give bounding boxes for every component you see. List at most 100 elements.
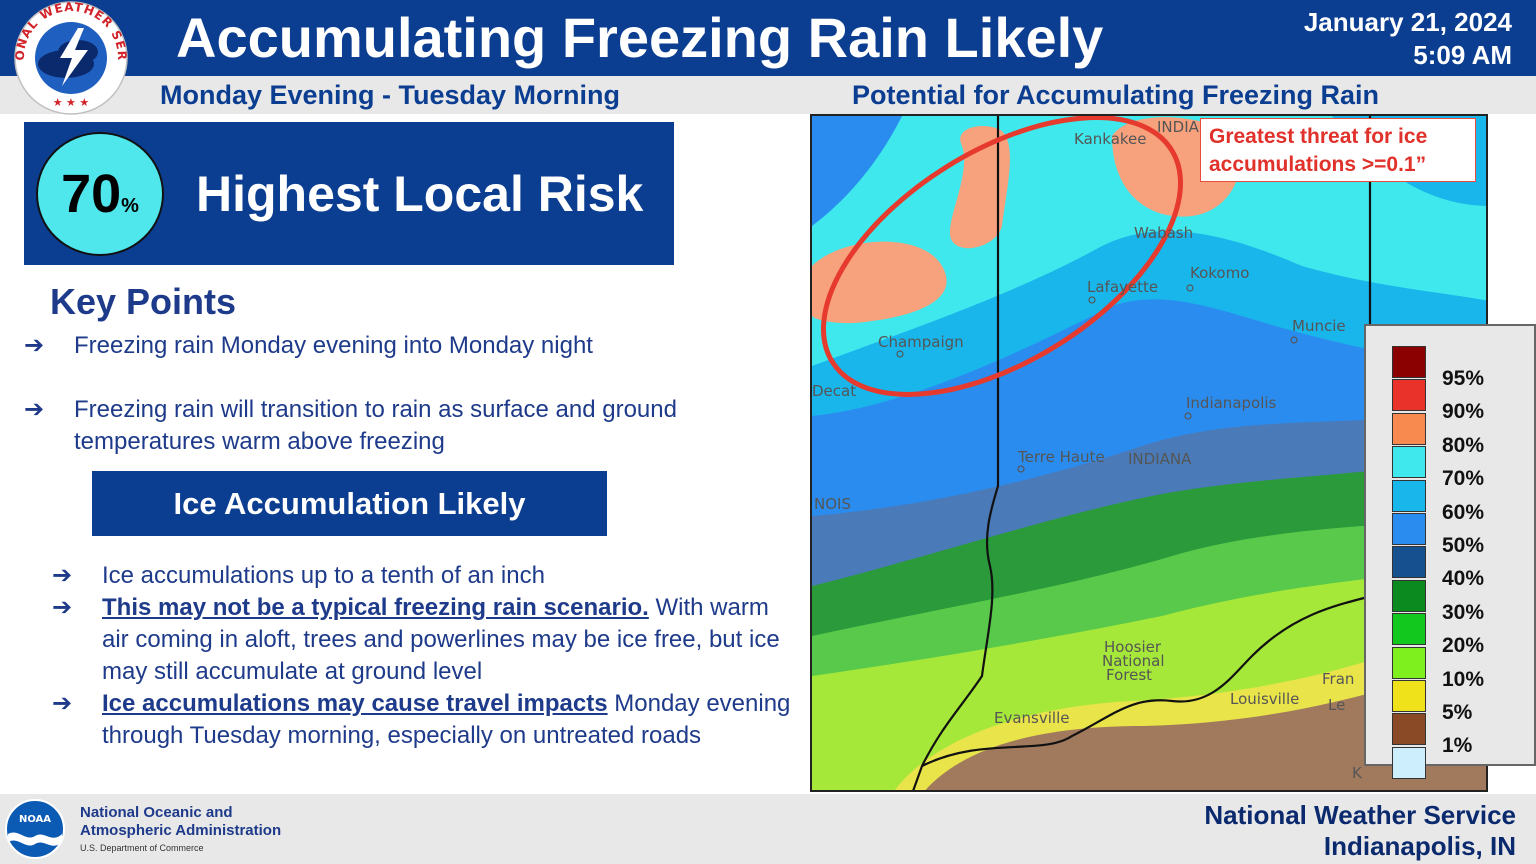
legend-label: 20% [1442, 634, 1485, 658]
map-label-indiana: INDIANA [1128, 450, 1192, 468]
office-name: National Weather Service Indianapolis, I… [1204, 800, 1516, 862]
threat-callout: Greatest threat for ice accumulations >=… [1200, 118, 1476, 182]
map-label-lexington: Le [1328, 696, 1345, 714]
ice-point-3-text: Monday evening through Tuesday morning, … [102, 690, 791, 749]
map-label-muncie: Muncie [1292, 317, 1346, 335]
ice-point-2-text: With warm air coming in aloft, trees and… [102, 594, 780, 685]
ice-accumulation-heading: Ice Accumulation Likely [173, 486, 526, 521]
arrow-bullet-icon: ➔ [52, 690, 73, 717]
footer-bar [0, 794, 1536, 864]
ice-point-1: Ice accumulations up to a tenth of an in… [102, 560, 802, 592]
map-label-terre-haute: Terre Haute [1017, 448, 1105, 466]
city-dot-icon [1290, 336, 1298, 344]
key-points-heading: Key Points [50, 281, 237, 322]
map-label-ky: K [1352, 764, 1363, 782]
legend-swatch [1392, 412, 1426, 445]
svg-text:★ ★ ★: ★ ★ ★ [53, 96, 90, 109]
risk-badge: 70% [36, 132, 164, 256]
map-label-forest: Forest [1106, 666, 1152, 684]
city-dot-icon [1017, 465, 1025, 473]
legend-label: 50% [1442, 534, 1485, 557]
legend-swatch [1392, 346, 1426, 378]
legend-swatch [1392, 379, 1426, 412]
arrow-bullet-icon: ➔ [24, 396, 45, 423]
legend-swatch [1392, 680, 1426, 712]
map-label-hoosier: Hoosier [1104, 638, 1162, 656]
legend-swatch [1392, 579, 1426, 612]
map-label-evansville: Evansville [994, 709, 1069, 727]
legend-label: 5% [1442, 701, 1473, 724]
arrow-bullet-icon: ➔ [24, 332, 45, 359]
map-label-kokomo: Kokomo [1190, 264, 1249, 282]
risk-label: Highest Local Risk [196, 166, 644, 222]
key-point-2: Freezing rain will transition to rain as… [74, 396, 677, 455]
legend-label: 30% [1442, 600, 1485, 624]
risk-value: 70 [61, 164, 122, 224]
map-label-indiana-top: INDIA [1157, 118, 1200, 136]
threat-ellipse [820, 116, 1184, 397]
legend-label: 60% [1442, 500, 1485, 524]
ice-point-2-lead: This may not be a typical freezing rain … [102, 594, 649, 621]
city-dot-icon [1088, 296, 1096, 304]
map-label-frankfort: Fran [1322, 670, 1354, 688]
legend-swatch [1392, 746, 1426, 779]
legend-label: 40% [1442, 567, 1485, 591]
legend-label: 10% [1442, 667, 1485, 691]
state-border-il-in [912, 116, 1000, 790]
legend-swatch [1392, 546, 1426, 579]
noaa-logo-icon: NOAA [5, 799, 65, 859]
band-50-nw [812, 116, 902, 226]
legend-swatch [1392, 646, 1426, 679]
map-label-indianapolis: Indianapolis [1186, 394, 1277, 412]
nws-logo-icon: NATIONAL WEATHER SERVICE ★ ★ ★ [8, 0, 128, 115]
map-label-wabash: Wabash [1134, 224, 1193, 242]
risk-unit: % [121, 195, 139, 217]
subheader-bar [0, 76, 1536, 114]
map-label-lafayette: Lafayette [1087, 278, 1158, 296]
legend-swatch [1392, 613, 1426, 646]
legend-swatch [1392, 479, 1426, 512]
issue-datetime: January 21, 2024 5:09 AM [1304, 6, 1512, 72]
key-point-1: Freezing rain Monday evening into Monday… [74, 332, 593, 359]
office-name-line1: National Weather Service [1204, 800, 1516, 830]
legend-label: 70% [1442, 467, 1485, 491]
ice-point-3-lead: Ice accumulations may cause travel impac… [102, 690, 608, 717]
legend-label: 80% [1442, 433, 1485, 457]
issue-time: 5:09 AM [1413, 40, 1512, 70]
city-dot-icon [1186, 284, 1194, 292]
map-label-illinois: NOIS [814, 495, 851, 513]
legend-swatch [1392, 513, 1426, 545]
map-legend: 95% 90% 80% 70% 60% 50% 40% 30% 20% 10% 5% 1% [1364, 324, 1536, 779]
arrow-bullet-icon: ➔ [52, 594, 73, 621]
noaa-name-line2: Atmospheric Administration [80, 822, 282, 839]
noaa-department: U.S. Department of Commerce [80, 843, 204, 853]
legend-label: 95% [1442, 367, 1485, 390]
ice-point-1-text: Ice accumulations up to a tenth of an in… [102, 562, 545, 589]
legend-swatch [1392, 446, 1426, 479]
map-label-kankakee: Kankakee [1074, 130, 1147, 148]
office-name-line2: Indianapolis, IN [1323, 831, 1516, 861]
legend-swatch [1392, 713, 1426, 746]
ice-accumulation-panel: Ice Accumulation Likely [92, 471, 607, 536]
map-label-louisville: Louisville [1230, 690, 1299, 708]
noaa-name: National Oceanic and Atmospheric Adminis… [80, 804, 281, 840]
map-label-champaign: Champaign [878, 333, 964, 351]
legend-label: 90% [1442, 400, 1485, 424]
city-dot-icon [896, 350, 904, 358]
svg-text:NOAA: NOAA [19, 814, 51, 825]
probability-map-svg: Kankakee INDIA Wabash Kokomo Lafayette C… [812, 116, 1486, 790]
issue-date: January 21, 2024 [1303, 7, 1512, 37]
city-dot-icon [1184, 412, 1192, 420]
arrow-bullet-icon: ➔ [52, 562, 73, 589]
ice-point-2: This may not be a typical freezing rain … [102, 592, 802, 688]
band-1 [925, 657, 1486, 790]
timeframe-subtitle: Monday Evening - Tuesday Morning [160, 80, 621, 110]
ice-point-3: Ice accumulations may cause travel impac… [102, 688, 802, 752]
map-label-national: National [1102, 652, 1165, 670]
legend-label: 1% [1442, 734, 1473, 758]
header-bar [0, 0, 1536, 76]
noaa-name-line1: National Oceanic and [80, 804, 233, 821]
map-subtitle: Potential for Accumulating Freezing Rain [852, 80, 1380, 110]
page-title: Accumulating Freezing Rain Likely [176, 6, 1104, 69]
map-label-decatur: Decat [812, 382, 856, 400]
